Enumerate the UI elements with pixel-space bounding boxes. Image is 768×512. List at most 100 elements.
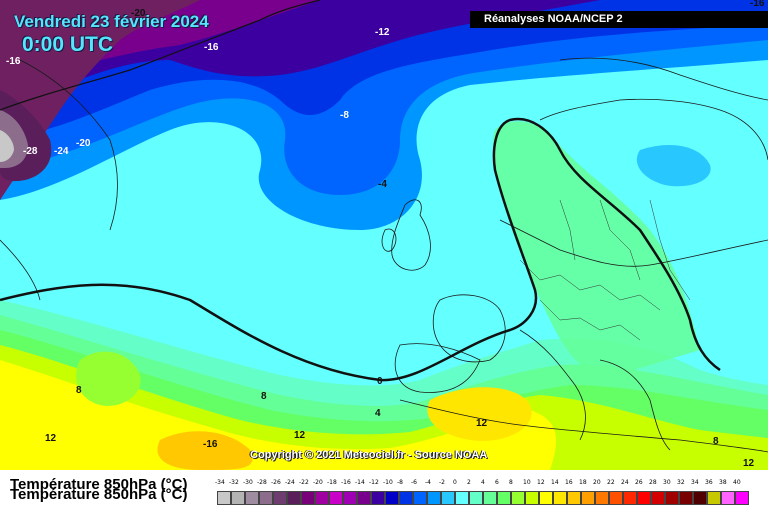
legend-tick-label: -10	[383, 479, 393, 486]
continental-warm-tongue	[492, 121, 700, 381]
iso-label: -16	[204, 42, 219, 53]
iso-label: 12	[743, 458, 755, 469]
legend-swatch	[371, 491, 385, 505]
source-banner: Réanalyses NOAA/NCEP 2	[470, 11, 768, 28]
legend-swatch	[735, 491, 749, 505]
legend-tick-label: -14	[355, 479, 365, 486]
legend-swatches	[217, 491, 749, 505]
legend-title: Température 850hPa (°C)	[10, 476, 188, 493]
legend-tick-label: -18	[327, 479, 337, 486]
legend-tick-label: -4	[425, 479, 431, 486]
iso-label: -12	[375, 27, 390, 38]
legend-swatch	[273, 491, 287, 505]
legend-swatch	[553, 491, 567, 505]
iso-label: 4	[375, 408, 381, 419]
legend-tick-label: -6	[411, 479, 417, 486]
legend-swatch	[399, 491, 413, 505]
iso-label: 8	[713, 436, 719, 447]
legend-tick-label: 24	[621, 479, 629, 486]
legend-ticks: -34 -32 -30 -28 -26 -24 -22 -20 -18 -16 -14 -12 -10-…	[211, 479, 751, 489]
legend-swatch	[665, 491, 679, 505]
legend-tick-label: -30	[243, 479, 253, 486]
legend-tick-label: 10	[523, 479, 531, 486]
legend-tick-label: 14	[551, 479, 559, 486]
legend-swatch	[301, 491, 315, 505]
legend-tick-label: 34	[691, 479, 699, 486]
legend-tick-label: 40	[733, 479, 741, 486]
iso-label: -24	[54, 146, 69, 157]
legend-swatch	[721, 491, 735, 505]
legend-swatch	[245, 491, 259, 505]
legend-tick-label: -32	[229, 479, 239, 486]
legend-swatch	[623, 491, 637, 505]
legend-tick-label: 4	[481, 479, 485, 486]
legend-swatch	[357, 491, 371, 505]
legend-swatch	[567, 491, 581, 505]
legend-swatch	[413, 491, 427, 505]
legend-swatch	[707, 491, 721, 505]
temperature-map	[0, 0, 768, 470]
iso-label: 12	[294, 430, 306, 441]
legend-tick-label: -28	[257, 479, 267, 486]
legend-swatch	[287, 491, 301, 505]
legend-swatch	[497, 491, 511, 505]
legend-tick-label: -20	[313, 479, 323, 486]
iso-label: -20	[76, 138, 91, 149]
legend-tick-label: 8	[509, 479, 513, 486]
iso-label: -28	[23, 146, 38, 157]
borders	[519, 199, 691, 341]
legend-tick-label: 18	[579, 479, 587, 486]
legend-swatch	[259, 491, 273, 505]
zero-isoline	[0, 117, 721, 382]
legend-swatch	[609, 491, 623, 505]
legend-tick-label: -2	[439, 479, 445, 486]
legend-tick-label: 32	[677, 479, 685, 486]
legend-swatch	[455, 491, 469, 505]
legend-tick-label: 36	[705, 479, 713, 486]
iso-label: 8	[76, 385, 82, 396]
legend-tick-label: 0	[453, 479, 457, 486]
legend-tick-label: 16	[565, 479, 573, 486]
legend-swatch	[581, 491, 595, 505]
legend-swatch	[651, 491, 665, 505]
iso-label: -16	[750, 0, 765, 9]
legend-title-shadow: Température 850hPa (°C)	[10, 486, 188, 503]
legend-swatch	[469, 491, 483, 505]
map-canvas	[0, 0, 768, 470]
legend-tick-label: -12	[369, 479, 379, 486]
legend-swatch	[693, 491, 707, 505]
legend-swatch	[385, 491, 399, 505]
coastlines	[0, 57, 768, 453]
iso-label: 12	[476, 418, 488, 429]
legend-swatch	[315, 491, 329, 505]
map-time: 0:00 UTC	[22, 33, 114, 56]
iso-label: -20	[131, 8, 146, 19]
legend-tick-label: 30	[663, 479, 671, 486]
legend-tick-label: -16	[341, 479, 351, 486]
legend-swatch	[343, 491, 357, 505]
map-date: Vendredi 23 février 2024	[14, 12, 209, 31]
iso-label: -4	[378, 179, 387, 190]
legend-swatch	[539, 491, 553, 505]
iso-label: -16	[6, 56, 21, 67]
legend-swatch	[441, 491, 455, 505]
band-cool-pocket	[76, 351, 141, 406]
band-10-12	[0, 360, 556, 470]
legend-tick-label: 20	[593, 479, 601, 486]
legend-tick-label: 22	[607, 479, 615, 486]
legend-swatch	[483, 491, 497, 505]
legend-tick-label: 26	[635, 479, 643, 486]
legend-swatch	[427, 491, 441, 505]
copyright-text: Copyright © 2021 Meteociel.fr - Source N…	[250, 449, 488, 461]
legend-tick-label: 2	[467, 479, 471, 486]
legend-swatch	[679, 491, 693, 505]
legend-tick-label: -34	[215, 479, 225, 486]
legend-swatch	[595, 491, 609, 505]
legend-tick-label: -24	[285, 479, 295, 486]
baltic-cool-pocket	[636, 145, 711, 187]
legend-tick-label: 28	[649, 479, 657, 486]
legend-swatch	[217, 491, 231, 505]
iso-label: 0	[377, 376, 383, 387]
legend-swatch	[231, 491, 245, 505]
iso-label: -8	[340, 110, 349, 121]
